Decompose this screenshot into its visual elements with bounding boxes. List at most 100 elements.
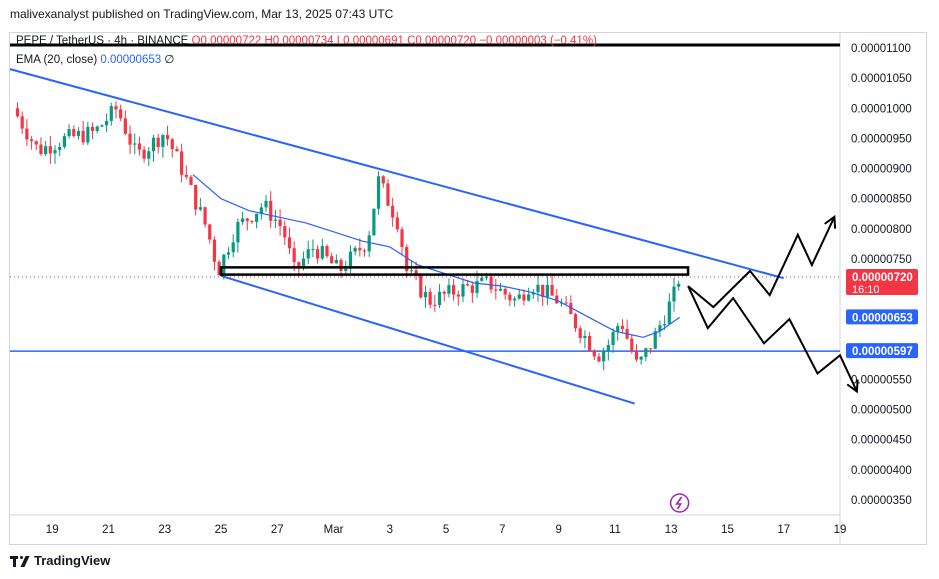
candle-body bbox=[541, 284, 545, 297]
candle-body bbox=[667, 301, 671, 324]
tradingview-footer[interactable]: TradingView bbox=[10, 553, 110, 568]
candle-body bbox=[672, 286, 676, 302]
candle-body bbox=[311, 249, 315, 251]
candle-body bbox=[597, 356, 601, 362]
candle-body bbox=[372, 208, 376, 236]
candle-body bbox=[555, 295, 559, 304]
candle-body bbox=[456, 294, 460, 297]
y-tick-label: 0.00000400 bbox=[851, 465, 912, 477]
candle-body bbox=[620, 325, 625, 329]
candle-body bbox=[433, 304, 437, 306]
candle-body bbox=[100, 125, 104, 127]
candle-body bbox=[616, 325, 620, 333]
candle-body bbox=[663, 323, 667, 326]
candle-body bbox=[20, 116, 24, 129]
x-tick-label: 7 bbox=[499, 524, 505, 536]
candle-body bbox=[414, 270, 418, 276]
x-tick-label: 25 bbox=[215, 524, 228, 536]
last-price-badge-bg bbox=[846, 269, 918, 296]
candle-body bbox=[362, 250, 367, 252]
candle-body bbox=[527, 294, 531, 301]
y-tick-label: 0.00000500 bbox=[851, 405, 912, 417]
bullish-scenario-path bbox=[687, 216, 836, 309]
candle-body bbox=[611, 332, 615, 346]
tradingview-brand: TradingView bbox=[34, 553, 111, 568]
candle-body bbox=[142, 149, 146, 159]
candle-body bbox=[419, 275, 423, 298]
candle-body bbox=[316, 249, 320, 259]
candle-body bbox=[175, 149, 179, 152]
candle-body bbox=[630, 338, 634, 352]
candle-body bbox=[437, 291, 442, 306]
candle-body bbox=[255, 213, 259, 222]
candle-body bbox=[86, 126, 90, 143]
candle-body bbox=[573, 314, 578, 329]
candle-body bbox=[395, 217, 399, 230]
candle-body bbox=[334, 260, 338, 264]
y-tick-label: 0.00000850 bbox=[851, 194, 912, 206]
candle-body bbox=[245, 218, 249, 221]
candle-body bbox=[498, 288, 503, 291]
candle-body bbox=[386, 183, 390, 206]
candle-body bbox=[517, 294, 521, 299]
candle-body bbox=[325, 246, 329, 257]
candle-body bbox=[658, 325, 662, 332]
ema-value: 0.00000653 bbox=[100, 54, 162, 66]
candle-body bbox=[44, 146, 48, 155]
candle-body bbox=[494, 289, 498, 291]
candle-body bbox=[400, 229, 404, 248]
candle-body bbox=[644, 348, 648, 357]
candle-body bbox=[29, 139, 34, 142]
candle-body bbox=[67, 129, 71, 137]
resistance-box bbox=[219, 266, 690, 276]
candle-body bbox=[170, 139, 174, 150]
candle-body bbox=[367, 235, 371, 252]
y-tick-label: 0.00000350 bbox=[851, 495, 912, 507]
candle-body bbox=[376, 176, 381, 209]
y-tick-label: 0.00000450 bbox=[851, 435, 912, 447]
candle-body bbox=[128, 133, 132, 145]
candle-body bbox=[503, 288, 507, 295]
candle-body bbox=[259, 207, 263, 214]
x-tick-label: 23 bbox=[158, 524, 171, 536]
candle-body bbox=[592, 350, 596, 357]
candle-body bbox=[452, 285, 456, 295]
candle-body bbox=[653, 331, 657, 349]
candle-body bbox=[301, 258, 306, 267]
candle-body bbox=[320, 246, 324, 259]
x-tick-label: 3 bbox=[387, 524, 393, 536]
published-line: malivexanalyst published on TradingView.… bbox=[10, 7, 394, 21]
candle-body bbox=[194, 184, 198, 210]
candle-body bbox=[489, 276, 493, 290]
candle-body bbox=[587, 336, 592, 351]
candle-body bbox=[231, 242, 235, 253]
candle-body bbox=[484, 276, 489, 278]
candle-body bbox=[161, 135, 165, 147]
candle-body bbox=[283, 226, 287, 238]
bullish-arrow-head bbox=[824, 214, 837, 229]
candle-body bbox=[39, 144, 43, 155]
candle-body bbox=[447, 285, 451, 294]
y-tick-label: 0.00000550 bbox=[851, 374, 912, 386]
candle-body bbox=[578, 328, 582, 338]
candle-body bbox=[348, 251, 353, 269]
ema-price-badge-bg bbox=[846, 309, 918, 325]
candle-body bbox=[95, 126, 99, 131]
candle-body bbox=[602, 350, 606, 362]
candle-body bbox=[648, 348, 653, 350]
candle-body bbox=[48, 146, 52, 154]
ema-legend: EMA (20, close) 0.00000653 ∅ bbox=[16, 52, 174, 66]
flash-bolt-icon bbox=[675, 496, 683, 510]
candle-body bbox=[564, 302, 568, 304]
candle-body bbox=[466, 284, 470, 286]
ohlc-values: O0.00000722 H0.00000734 L0.00000691 C0.0… bbox=[191, 35, 597, 47]
candle-body bbox=[109, 106, 113, 121]
last-price-badge-label: 0.00000720 bbox=[852, 272, 913, 284]
ema-hidden-icon[interactable]: ∅ bbox=[164, 54, 175, 66]
candle-body bbox=[189, 176, 193, 185]
candle-body bbox=[269, 200, 273, 221]
channel-upper-line bbox=[9, 68, 784, 280]
x-tick-label: 19 bbox=[834, 524, 847, 536]
candle-body bbox=[550, 284, 554, 296]
